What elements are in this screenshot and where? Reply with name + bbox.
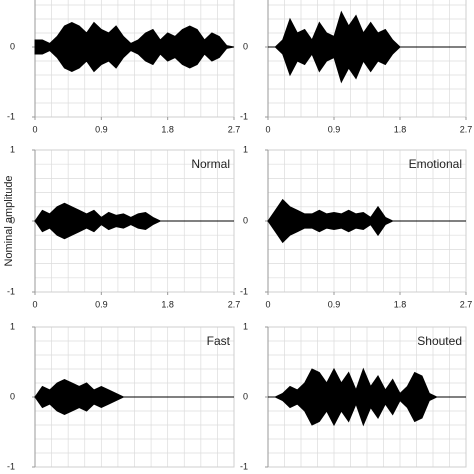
x-tick-label: 0.9: [95, 124, 108, 134]
y-tick-label: -1: [240, 286, 248, 296]
waveform-upper: [34, 21, 235, 48]
x-tick-label: 1.8: [161, 299, 174, 309]
y-tick-label: 1: [243, 144, 248, 154]
waveform-lower: [34, 220, 234, 240]
x-tick-label: 0.9: [95, 299, 108, 309]
x-tick-label: 0.9: [328, 299, 341, 309]
x-tick-label: 0.9: [328, 124, 341, 134]
panel-title: Normal: [191, 157, 230, 171]
x-tick-label: 2.7: [228, 299, 241, 309]
y-tick-label: 1: [10, 144, 15, 154]
waveform-lower: [34, 46, 235, 73]
y-tick-label: 1: [10, 321, 15, 331]
waveform-lower: [268, 396, 466, 427]
y-tick-label: 0: [243, 41, 248, 51]
x-tick-label: 1.8: [161, 124, 174, 134]
waveform-lower: [268, 46, 466, 84]
y-tick-label: 1: [243, 321, 248, 331]
waveform-lower: [34, 396, 234, 416]
x-tick-label: 0: [265, 124, 270, 134]
y-tick-label: 0: [10, 41, 15, 51]
y-tick-label: 0: [243, 391, 248, 401]
y-tick-label: -1: [7, 461, 15, 471]
panel-title: Emotional: [409, 157, 462, 171]
x-tick-label: 0: [32, 299, 37, 309]
y-tick-label: -1: [7, 111, 15, 121]
y-tick-label: 0: [10, 215, 15, 225]
y-tick-label: 0: [10, 391, 15, 401]
x-tick-label: 2.7: [460, 124, 473, 134]
x-tick-label: 1.8: [394, 299, 407, 309]
y-tick-label: -1: [7, 286, 15, 296]
waveform-lower: [267, 220, 466, 244]
y-tick-label: -1: [240, 461, 248, 471]
x-tick-label: 2.7: [228, 124, 241, 134]
x-tick-label: 0: [265, 299, 270, 309]
y-tick-label: 0: [243, 215, 248, 225]
panel-title: Fast: [207, 334, 231, 348]
y-tick-label: -1: [240, 111, 248, 121]
x-tick-label: 1.8: [394, 124, 407, 134]
y-axis-label: Nominal amplitude: [3, 175, 15, 266]
panel-title: Shouted: [417, 334, 462, 348]
x-tick-label: 0: [32, 124, 37, 134]
x-tick-label: 2.7: [460, 299, 473, 309]
